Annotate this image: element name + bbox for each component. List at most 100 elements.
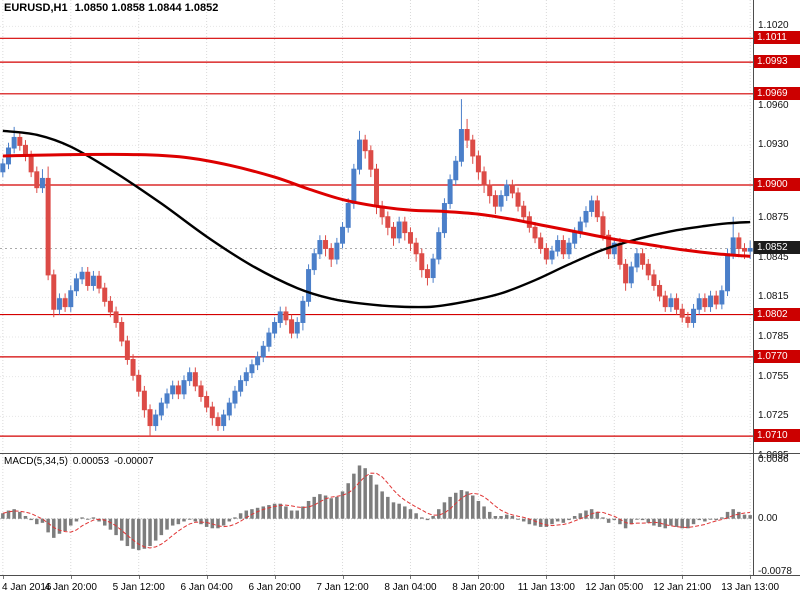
candle [51, 269, 57, 318]
candle [68, 285, 74, 312]
candle [277, 306, 283, 328]
macd-bar [108, 518, 113, 530]
macd-bar [74, 518, 79, 522]
candle [62, 293, 68, 312]
candle [628, 261, 634, 289]
macd-bar [216, 518, 220, 529]
candle [515, 187, 521, 212]
indicator-axis[interactable]: 0.0086 0.00 -0.0078 [754, 454, 800, 577]
candle [272, 317, 278, 339]
macd-bar [465, 491, 469, 519]
pane-divider-bottom [0, 575, 800, 576]
macd-bar [482, 506, 486, 519]
macd-bar [46, 518, 50, 533]
candle [34, 166, 40, 193]
candle [487, 179, 493, 204]
price-tick-label: 1.0695 [758, 449, 789, 461]
indicator-tick-label: -0.0078 [758, 566, 792, 577]
time-tick-label: 8 Jan 04:00 [384, 582, 437, 593]
main-chart-pane[interactable]: EURUSD,H1 1.0850 1.0858 1.0844 1.0852 [0, 0, 754, 453]
time-axis[interactable]: 4 Jan 2016 4 Jan 20:00 5 Jan 12:00 6 Jan 04… [0, 576, 800, 600]
candle [623, 259, 629, 291]
candle [379, 200, 385, 225]
price-tick-label: 1.0960 [758, 99, 789, 111]
chart-title: EURUSD,H1 1.0850 1.0858 1.0844 1.0852 [4, 2, 218, 14]
indicator-tick-label: 0.0086 [758, 454, 789, 465]
macd-bar [737, 511, 741, 519]
price-level-badge: 1.0770 [754, 349, 800, 363]
macd-signal-line [2, 472, 751, 549]
macd-bar [69, 518, 73, 526]
macd-bar [374, 484, 379, 519]
time-tick-mark [2, 576, 4, 579]
macd-bar [272, 503, 277, 519]
candle [124, 335, 130, 365]
ma-red-line [2, 152, 751, 258]
macd-histogram [1, 465, 752, 551]
macd-bar [102, 518, 107, 526]
candle [589, 195, 595, 217]
macd-bar [18, 511, 22, 519]
macd-bar [431, 516, 435, 519]
candle [594, 195, 600, 223]
candle [147, 404, 153, 437]
candle [22, 140, 28, 162]
candle [362, 134, 368, 159]
candle [249, 359, 255, 378]
macd-bar [301, 506, 305, 519]
candle [419, 248, 425, 278]
macd-bar [567, 518, 571, 521]
candle [458, 99, 464, 167]
ohlc-readout: 1.0850 1.0858 1.0844 1.0852 [74, 2, 219, 14]
macd-canvas[interactable] [0, 454, 753, 575]
candle [226, 397, 232, 421]
candle [158, 397, 164, 421]
macd-pane[interactable]: MACD(5,34,5) 0.00053 -0.00007 [0, 454, 754, 575]
macd-bar [1, 513, 5, 519]
macd-bar [80, 517, 84, 519]
macd-bar [114, 518, 118, 536]
macd-bar [578, 513, 583, 519]
candle [90, 270, 96, 291]
macd-bar [521, 518, 526, 522]
price-tick-label: 1.1020 [758, 20, 789, 32]
price-level-badge: 1.0993 [754, 55, 800, 69]
candle [640, 248, 646, 270]
macd-bar [742, 514, 747, 519]
macd-bar [476, 500, 481, 519]
candle [334, 237, 340, 265]
candle [175, 380, 181, 400]
macd-bar [193, 518, 198, 522]
candle [198, 380, 204, 402]
macd-bar [318, 494, 322, 519]
macd-bar [267, 505, 271, 519]
macd-bar [714, 518, 718, 521]
macd-bar [187, 518, 192, 520]
pane-divider[interactable] [0, 453, 800, 454]
candle [204, 391, 210, 413]
grid-layer [0, 0, 753, 452]
candle [691, 303, 697, 328]
candle [266, 327, 272, 352]
candle [549, 245, 555, 265]
candle [187, 367, 193, 386]
macd-bar [674, 518, 679, 527]
candle [645, 259, 651, 281]
price-axis[interactable]: 1.1020 1.0960 1.0930 1.0875 1.0845 1.0815 1.07… [754, 0, 800, 461]
macd-bar [550, 518, 554, 525]
main-chart-canvas[interactable] [0, 0, 753, 453]
candle [0, 158, 6, 178]
macd-bar [91, 517, 96, 519]
candle [577, 216, 583, 238]
macd-bar [289, 510, 294, 519]
candle [696, 293, 702, 315]
candle [396, 216, 402, 244]
macd-bar [352, 473, 356, 519]
candle [583, 206, 589, 228]
time-tick-label: 12 Jan 21:00 [653, 582, 712, 593]
macd-bar [629, 518, 634, 525]
candle [430, 253, 436, 283]
candle [390, 222, 396, 246]
macd-bar [329, 498, 333, 519]
